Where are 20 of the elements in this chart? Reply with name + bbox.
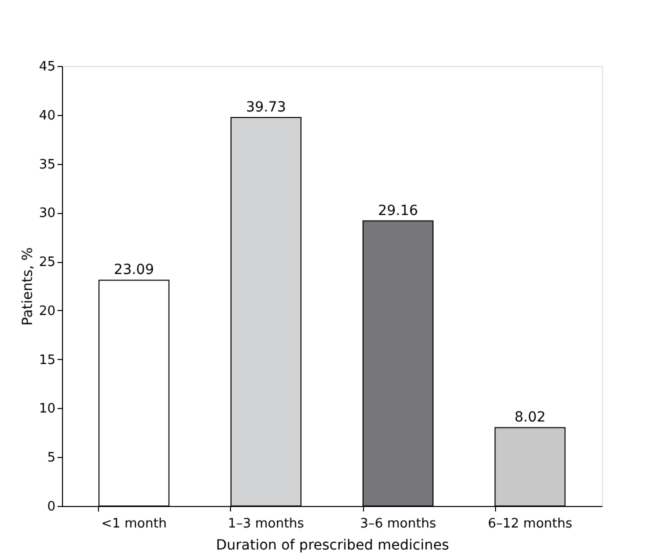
data-label: 29.16 — [378, 202, 418, 219]
y-tick-label: 10 — [38, 402, 56, 417]
x-tick-label: 6–12 months — [488, 516, 572, 532]
data-label: 39.73 — [246, 100, 286, 116]
y-tick-label: 5 — [47, 450, 56, 466]
y-tick-label: 30 — [38, 206, 56, 222]
y-tick-label: 20 — [38, 304, 56, 319]
y-tick-label: 0 — [47, 500, 56, 514]
x-tick-label: 1–3 months — [228, 516, 304, 532]
x-tick-label: <1 month — [101, 516, 167, 532]
y-tick-label: 15 — [38, 352, 56, 368]
y-tick-label: 35 — [38, 157, 56, 172]
y-tick-label: 45 — [38, 60, 56, 74]
x-tick-label: 3–6 months — [360, 516, 436, 532]
x-axis-title: Duration of prescribed medicines — [216, 538, 450, 554]
y-axis-title: Patients, % — [20, 247, 36, 326]
data-label: 23.09 — [114, 262, 154, 278]
y-tick-label: 40 — [38, 108, 56, 124]
data-label: 8.02 — [514, 410, 546, 426]
y-tick-label: 25 — [38, 255, 56, 270]
